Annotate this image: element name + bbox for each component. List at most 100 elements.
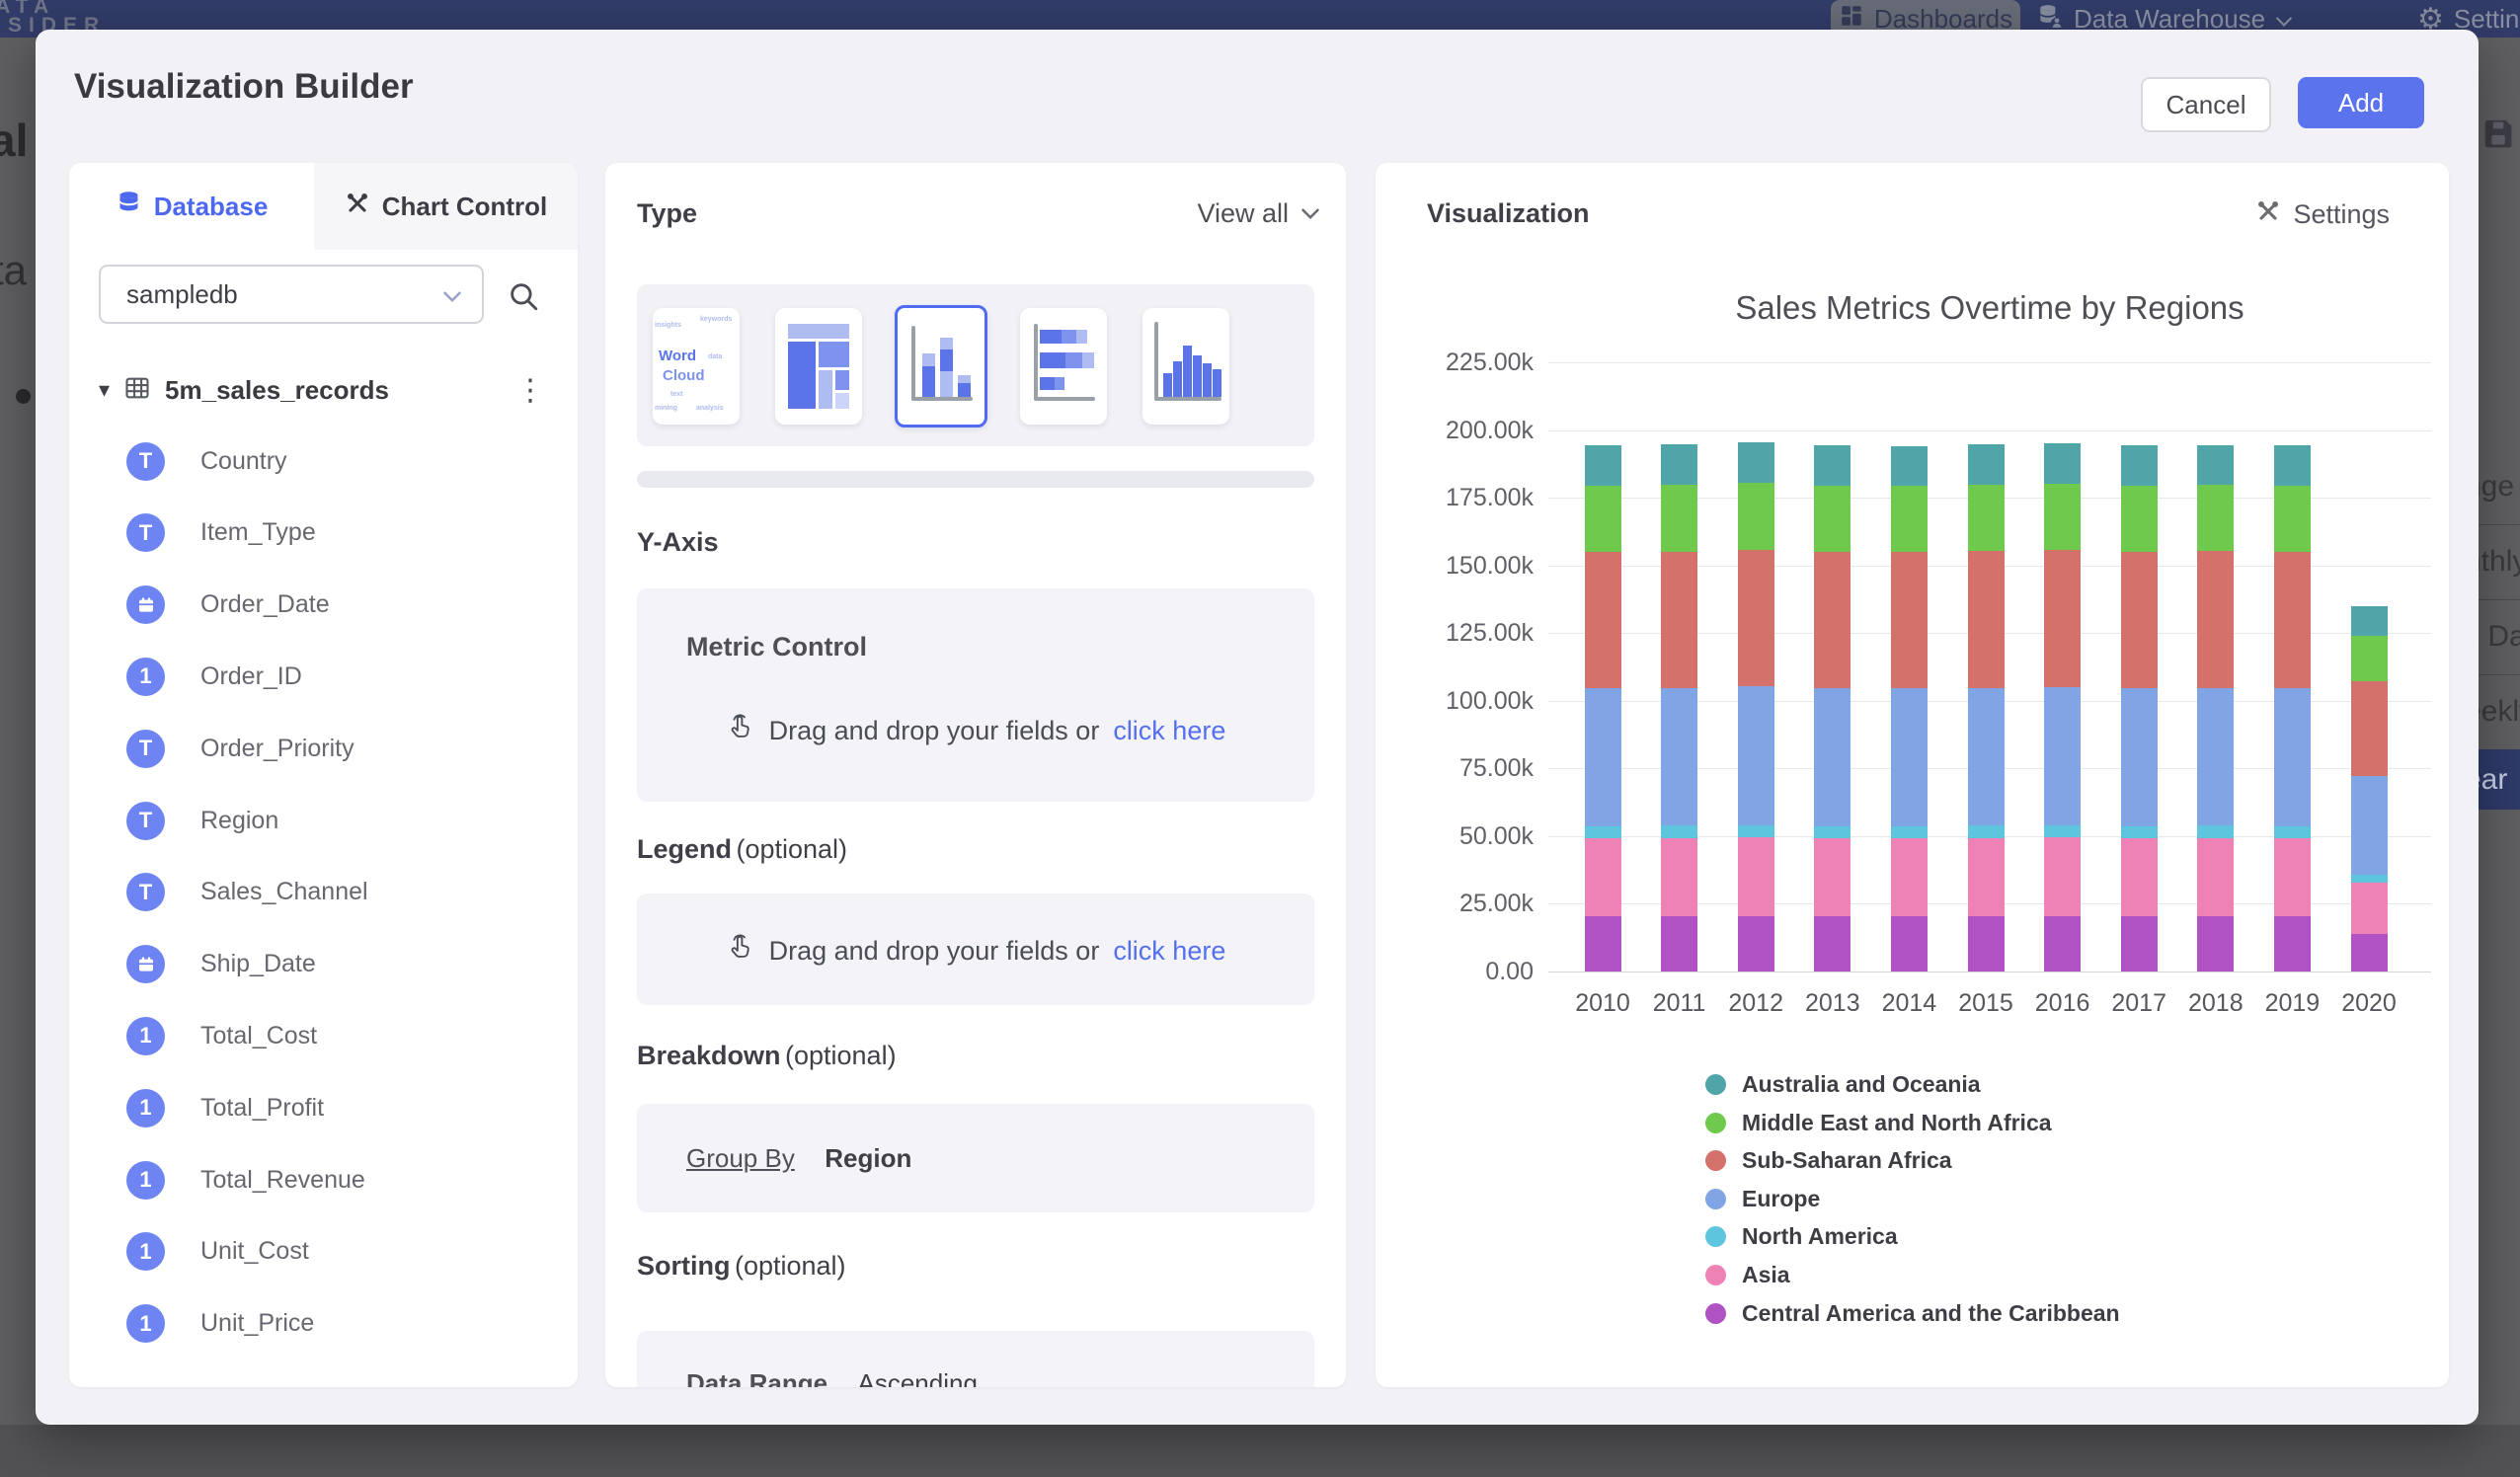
bar-segment [2197, 687, 2235, 826]
bar-segment [1737, 482, 1774, 550]
number-type-icon: 1 [126, 1088, 165, 1127]
field-country[interactable]: T Country [126, 441, 551, 481]
bar-segment [2273, 915, 2311, 972]
table-tree-row: ▾ 5m_sales_records ⋮ [99, 365, 553, 415]
bar-segment [1661, 551, 1698, 688]
table-icon [123, 374, 151, 407]
field-label: Order_Date [200, 590, 330, 619]
field-order_priority[interactable]: T Order_Priority [126, 729, 551, 768]
tools-icon [345, 191, 370, 223]
view-all-button[interactable]: View all [1197, 198, 1320, 229]
bar-segment [1661, 915, 1698, 972]
legend-dot [1705, 1302, 1726, 1324]
field-item_type[interactable]: T Item_Type [126, 513, 551, 553]
breakdown-dropzone[interactable]: Group By Region [637, 1104, 1314, 1212]
bar-segment [2120, 915, 2158, 972]
type-tile-word-cloud[interactable]: Word Cloud insights keywords data text m… [653, 308, 740, 425]
legend-label: Europe [1742, 1185, 1821, 1211]
y-tick-label: 0.00 [1485, 958, 1534, 985]
bar-segment [2350, 775, 2388, 875]
chart-type-carousel: Word Cloud insights keywords data text m… [637, 284, 1314, 446]
field-label: Region [200, 806, 279, 834]
field-ship_date[interactable]: Ship_Date [126, 945, 551, 984]
viz-settings-button[interactable]: Settings [2255, 198, 2390, 231]
bar-segment [2350, 635, 2388, 681]
database-select[interactable]: sampledb [99, 265, 484, 324]
field-total_cost[interactable]: 1 Total_Cost [126, 1016, 551, 1055]
x-tick-label: 2016 [2034, 989, 2090, 1017]
bar-2017 [2120, 445, 2158, 972]
viz-settings-label: Settings [2293, 199, 2390, 229]
caret-down-icon[interactable]: ▾ [99, 377, 111, 402]
legend-item: Central America and the Caribbean [1705, 1300, 2120, 1327]
click-here-link[interactable]: click here [1113, 936, 1226, 966]
bar-segment [1737, 824, 1774, 837]
field-region[interactable]: T Region [126, 801, 551, 840]
bar-segment [1737, 686, 1774, 825]
field-sales_channel[interactable]: T Sales_Channel [126, 873, 551, 912]
x-tick-label: 2012 [1728, 989, 1783, 1017]
cancel-button[interactable]: Cancel [2141, 77, 2271, 132]
tab-chart-control[interactable]: Chart Control [314, 163, 578, 250]
x-tick-label: 2018 [2187, 989, 2244, 1017]
text-type-icon: T [126, 729, 165, 768]
type-tile-horizontal-stacked-bar[interactable] [1020, 308, 1107, 425]
bar-segment [1661, 485, 1698, 552]
field-unit_cost[interactable]: 1 Unit_Cost [126, 1232, 551, 1272]
sorting-dropzone[interactable]: Data Range Ascending [637, 1331, 1314, 1387]
bar-2018 [2197, 444, 2235, 972]
text-type-icon: T [126, 873, 165, 912]
breakdown-heading: Breakdown (optional) [637, 1041, 897, 1070]
bar-segment [1967, 484, 2005, 552]
bar-segment [2350, 883, 2388, 934]
bar-2014 [1890, 445, 1928, 972]
y-tick-label: 25.00k [1458, 890, 1534, 918]
type-tile-stacked-column[interactable] [895, 305, 987, 428]
drop-hint-text: Drag and drop your fields or [768, 716, 1100, 745]
tab-database[interactable]: Database [69, 163, 314, 250]
visualization-panel: Visualization Settings Sales Metrics Ove… [1376, 163, 2449, 1387]
sorting-value: Ascending [857, 1368, 978, 1387]
type-tile-treemap[interactable] [775, 308, 862, 425]
group-by-link[interactable]: Group By [686, 1143, 795, 1173]
x-tick-label: 2014 [1881, 989, 1937, 1017]
chart-config-panel: Type View all Word Cloud insights keywor… [605, 163, 1346, 1387]
bar-segment [1584, 687, 1621, 826]
bar-segment [2120, 837, 2158, 916]
bar-2016 [2044, 442, 2082, 972]
chart-title: Sales Metrics Overtime by Regions [1735, 289, 2244, 326]
legend-item: Middle East and North Africa [1705, 1110, 2052, 1136]
bar-segment [1967, 551, 2005, 688]
metric-control-dropzone[interactable]: Metric Control Drag and drop your fields… [637, 588, 1314, 802]
bar-segment [1967, 837, 2005, 916]
field-label: Total_Revenue [200, 1165, 365, 1194]
field-order_date[interactable]: Order_Date [126, 585, 551, 625]
kebab-menu-icon[interactable]: ⋮ [515, 373, 545, 407]
sorting-field-link[interactable]: Data Range [686, 1368, 828, 1387]
type-tile-histogram[interactable] [1142, 308, 1229, 425]
bar-segment [2273, 825, 2311, 838]
y-tick-label: 50.00k [1458, 821, 1534, 850]
legend-dropzone[interactable]: Drag and drop your fields or click here [637, 894, 1314, 1005]
bar-segment [1661, 837, 1698, 916]
field-order_id[interactable]: 1 Order_ID [126, 657, 551, 696]
bar-segment [1584, 552, 1621, 688]
bar-segment [2120, 445, 2158, 486]
add-button[interactable]: Add [2298, 77, 2424, 128]
click-here-link[interactable]: click here [1113, 716, 1226, 745]
bar-2012 [1737, 441, 1774, 972]
legend-item: Europe [1705, 1186, 1820, 1212]
word-cloud-minor-word: analysis [696, 405, 724, 412]
tab-database-label: Database [153, 191, 269, 221]
field-total_profit[interactable]: 1 Total_Profit [126, 1088, 551, 1127]
carousel-scrollbar[interactable] [637, 471, 1314, 488]
drop-hint-text: Drag and drop your fields or [768, 936, 1100, 966]
x-tick-label: 2013 [1804, 989, 1860, 1017]
search-icon[interactable] [507, 279, 540, 318]
bar-segment [2197, 837, 2235, 916]
bar-segment [1584, 915, 1621, 972]
field-unit_price[interactable]: 1 Unit_Price [126, 1304, 551, 1344]
field-total_revenue[interactable]: 1 Total_Revenue [126, 1160, 551, 1200]
table-name[interactable]: 5m_sales_records [165, 374, 389, 405]
bar-segment [2350, 933, 2388, 972]
